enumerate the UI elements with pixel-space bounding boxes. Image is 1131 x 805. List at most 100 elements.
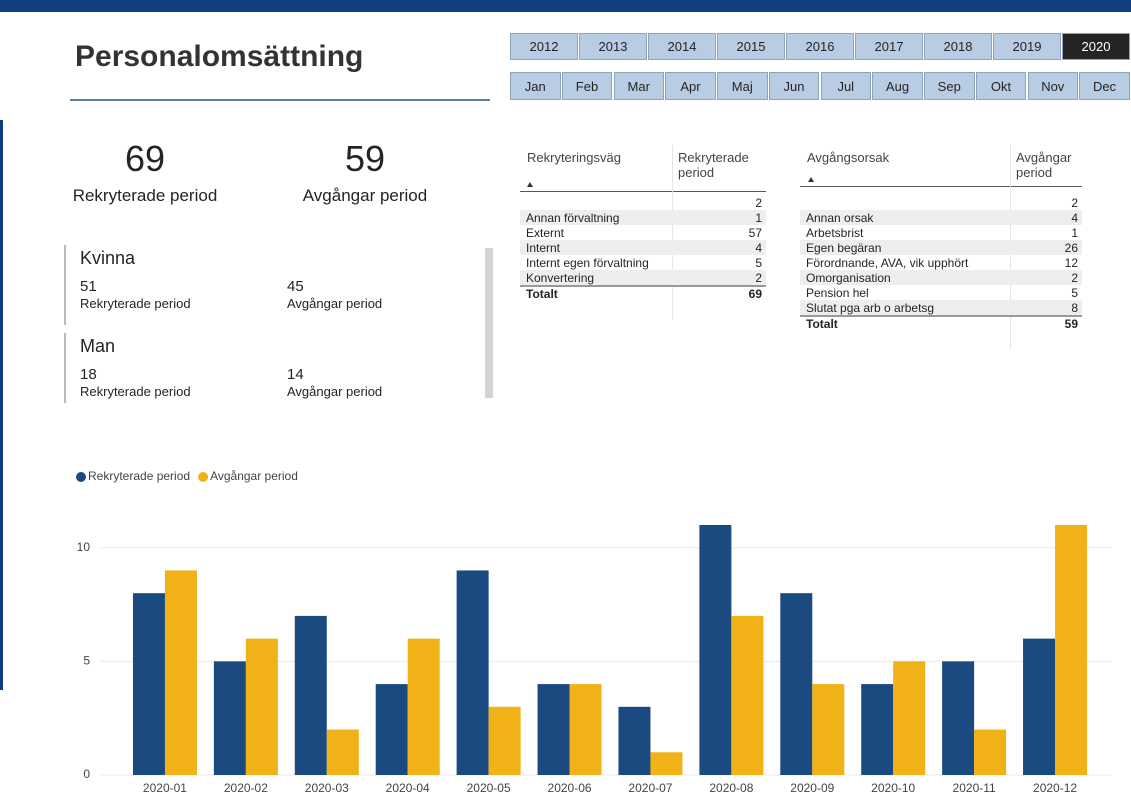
cell-label: Omorganisation: [806, 271, 891, 285]
cell-label: Konvertering: [526, 271, 595, 285]
bar: [326, 729, 359, 775]
cell-value: 1: [1071, 226, 1078, 240]
cell-label: Arbetsbrist: [806, 226, 864, 240]
month-button[interactable]: Maj: [717, 72, 768, 100]
year-button[interactable]: 2019: [993, 33, 1061, 60]
title-underline: [70, 99, 490, 101]
bar: [245, 638, 278, 775]
table-row: [800, 270, 1082, 285]
scrollbar: [485, 248, 493, 398]
month-button[interactable]: Jul: [820, 72, 871, 100]
card-border: [64, 245, 66, 325]
column-header: Rekryterade period: [678, 150, 749, 180]
x-tick-label: 2020-08: [709, 781, 753, 795]
card-label: Rekryterade period: [80, 384, 191, 399]
card-title: Kvinna: [80, 248, 136, 268]
y-tick-label: 10: [77, 540, 91, 554]
year-button[interactable]: 2020: [1062, 33, 1130, 60]
month-button[interactable]: Apr: [665, 72, 716, 100]
year-button[interactable]: 2012: [510, 33, 578, 60]
month-button[interactable]: Feb: [561, 72, 613, 100]
kpi-value: 59: [344, 138, 386, 179]
cell-label: Annan förvaltning: [526, 211, 620, 225]
cell-value: 2: [1071, 271, 1078, 285]
bar: [974, 729, 1007, 775]
year-button[interactable]: 2018: [924, 33, 992, 60]
cell-label: Internt egen förvaltning: [526, 256, 649, 270]
column-header: Avgångsorsak: [807, 150, 890, 165]
total-line: [800, 315, 1082, 317]
card-label: Avgångar period: [287, 384, 383, 399]
table-row: [800, 210, 1082, 225]
month-button[interactable]: Sep: [924, 72, 975, 100]
bar: [375, 684, 408, 775]
table-row: [520, 210, 766, 225]
card-value: 45: [287, 278, 304, 295]
bar: [731, 615, 764, 775]
cell-value: 5: [755, 256, 762, 270]
card-value: 14: [287, 366, 304, 383]
year-button[interactable]: 2015: [717, 33, 785, 60]
table-row: [520, 270, 766, 285]
kpi-value: 69: [124, 138, 166, 179]
month-button[interactable]: Okt: [975, 72, 1027, 100]
month-button[interactable]: Dec: [1079, 72, 1130, 100]
x-tick-label: 2020-12: [1033, 781, 1077, 795]
total-label: Totalt: [806, 317, 838, 331]
y-tick-label: 5: [83, 654, 90, 668]
bar: [132, 593, 165, 775]
bar: [699, 525, 732, 775]
bar: [780, 593, 813, 775]
card-label: Rekryterade period: [80, 296, 191, 311]
bar: [456, 570, 489, 775]
cell-value: 4: [1071, 211, 1078, 225]
cell-label: Annan orsak: [806, 211, 874, 225]
cell-label: Pension hel: [806, 286, 869, 300]
bar: [812, 684, 845, 775]
card-value: 18: [80, 366, 97, 383]
cell-value: 12: [1064, 256, 1078, 270]
month-button[interactable]: Mar: [613, 72, 664, 100]
title: Personalomsättning: [75, 40, 364, 73]
year-button[interactable]: 2017: [855, 33, 923, 60]
year-button[interactable]: 2014: [648, 33, 716, 60]
table-row: [800, 300, 1082, 315]
column-header: Rekryteringsväg: [527, 150, 621, 165]
bar: [942, 661, 975, 775]
cell-value: 2: [1071, 196, 1078, 210]
cell-label: Egen begäran: [806, 241, 882, 255]
x-tick-label: 2020-10: [871, 781, 915, 795]
icons: [527, 177, 814, 187]
bar: [213, 661, 246, 775]
total-line: [520, 285, 766, 287]
bar: [294, 615, 327, 775]
x-tick-label: 2020-07: [628, 781, 672, 795]
month-button[interactable]: Aug: [872, 72, 923, 100]
month-button[interactable]: Jun: [768, 72, 820, 100]
table-header-line: [800, 186, 1082, 187]
total-label: Totalt: [526, 287, 558, 301]
year-button[interactable]: 2013: [579, 33, 647, 60]
cell-label: Slutat pga arb o arbetsg: [806, 301, 935, 315]
month-button[interactable]: Nov: [1027, 72, 1078, 100]
bar: [164, 570, 197, 775]
year-button[interactable]: 2016: [786, 33, 854, 60]
kpi-label: Rekryterade period: [72, 186, 218, 205]
month-button[interactable]: Jan: [510, 72, 561, 100]
y-tick-label: 0: [83, 767, 90, 781]
cell-value: 2: [755, 196, 762, 210]
legend-label: Rekryterade period: [88, 469, 190, 483]
x-tick-label: 2020-01: [143, 781, 187, 795]
x-tick-label: 2020-03: [305, 781, 349, 795]
bar: [893, 661, 926, 775]
bar: [569, 684, 602, 775]
cell-value: 4: [755, 241, 762, 255]
sort-arrow: [527, 182, 533, 187]
cell-label: Internt: [526, 241, 561, 255]
column-divider: [672, 145, 673, 320]
x-tick-label: 2020-04: [386, 781, 430, 795]
table-row: [520, 240, 766, 255]
total-value: 69: [748, 287, 762, 301]
bar: [618, 706, 651, 775]
